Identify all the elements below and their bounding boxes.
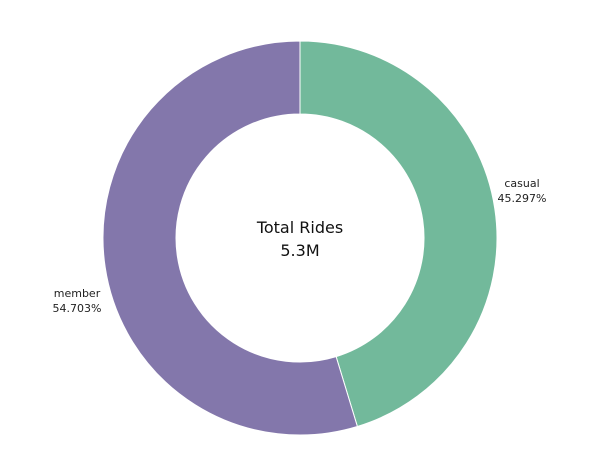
donut-slices	[102, 40, 498, 436]
donut-center: Total Rides 5.3M	[256, 218, 343, 260]
slice-member[interactable]	[102, 40, 358, 436]
slice-label-member-percent: 54.703%	[53, 302, 102, 315]
center-title: Total Rides	[256, 218, 343, 237]
slice-label-casual-percent: 45.297%	[498, 192, 547, 205]
slice-label-casual-name: casual	[504, 177, 539, 190]
slice-label-member-name: member	[54, 287, 101, 300]
center-value: 5.3M	[280, 241, 319, 260]
slice-labels: casual 45.297% member 54.703%	[53, 177, 547, 315]
slice-casual[interactable]	[299, 40, 498, 428]
